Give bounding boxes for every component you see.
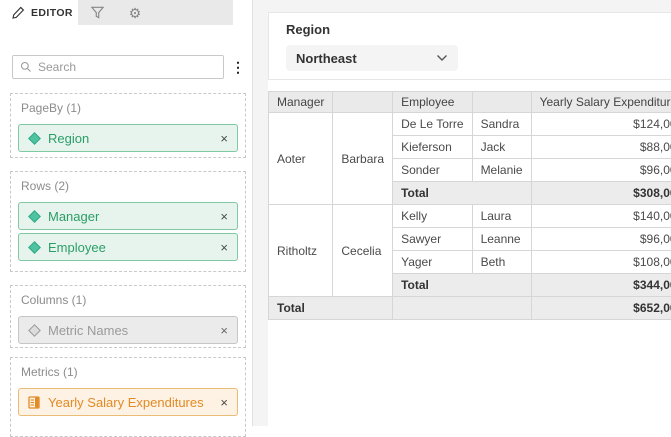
group-total-value: $344,000 <box>531 274 671 297</box>
metric-value-cell: $96,000 <box>531 228 671 251</box>
close-icon[interactable]: × <box>220 210 228 223</box>
header-metric[interactable]: Yearly Salary Expenditures <box>531 92 671 113</box>
panel-gutter <box>253 0 268 426</box>
chip-manager[interactable]: Manager × <box>18 202 238 230</box>
chip-manager-label: Manager <box>48 209 99 224</box>
editor-panel: EDITOR ⚙ ⋮ PageBy (1) Region × Rows (2) <box>0 0 253 426</box>
metric-value-cell: $140,000 <box>531 205 671 228</box>
group-total-label: Total <box>393 182 532 205</box>
attribute-diamond-icon <box>28 241 41 254</box>
header-manager[interactable]: Manager <box>269 92 333 113</box>
employee-last-cell: Sawyer <box>393 228 472 251</box>
header-employee[interactable]: Employee <box>393 92 472 113</box>
grand-total-row: Total $652,000 <box>269 297 671 320</box>
chip-region-label: Region <box>48 131 89 146</box>
group-total-value: $308,000 <box>531 182 671 205</box>
zone-pageby-title: PageBy (1) <box>21 101 238 115</box>
grid-row: Aoter Barbara De Le Torre Sandra $124,00… <box>269 113 671 136</box>
tab-settings[interactable]: ⚙ <box>116 0 154 25</box>
pencil-icon <box>12 6 25 19</box>
employee-last-cell: Sonder <box>393 159 472 182</box>
search-icon <box>20 61 32 73</box>
zone-columns: Columns (1) Metric Names × <box>10 285 246 348</box>
zone-rows: Rows (2) Manager × Employee × <box>10 171 246 272</box>
tab-editor[interactable]: EDITOR <box>0 0 78 25</box>
grand-total-spacer <box>393 297 532 320</box>
employee-last-cell: De Le Torre <box>393 113 472 136</box>
employee-first-cell: Leanne <box>472 228 531 251</box>
header-manager-first[interactable] <box>333 92 393 113</box>
employee-last-cell: Kelly <box>393 205 472 228</box>
group-total-label: Total <box>393 274 532 297</box>
tab-editor-label: EDITOR <box>31 7 73 19</box>
attribute-diamond-icon <box>28 210 41 223</box>
manager-last-cell: Aoter <box>269 113 333 205</box>
chip-metric-label: Yearly Salary Expenditures <box>48 395 204 410</box>
grand-total-value: $652,000 <box>531 297 671 320</box>
employee-first-cell: Laura <box>472 205 531 228</box>
metric-value-cell: $124,000 <box>531 113 671 136</box>
search-input[interactable] <box>38 60 216 74</box>
region-dropdown[interactable]: Northeast <box>286 45 458 71</box>
close-icon[interactable]: × <box>220 132 228 145</box>
metric-value-cell: $96,000 <box>531 159 671 182</box>
chevron-down-icon <box>436 54 448 62</box>
pageby-prompt-card: Region Northeast <box>268 12 671 80</box>
chip-metric-names[interactable]: Metric Names × <box>18 316 238 344</box>
grand-total-label: Total <box>269 297 393 320</box>
zone-columns-title: Columns (1) <box>21 293 238 307</box>
data-grid: Manager Employee Yearly Salary Expenditu… <box>268 91 671 320</box>
grid-header-row: Manager Employee Yearly Salary Expenditu… <box>269 92 671 113</box>
zone-pageby: PageBy (1) Region × <box>10 93 246 158</box>
employee-first-cell: Jack <box>472 136 531 159</box>
manager-last-cell: Ritholtz <box>269 205 333 297</box>
top-band <box>268 0 671 12</box>
employee-first-cell: Beth <box>472 251 531 274</box>
metric-value-cell: $108,000 <box>531 251 671 274</box>
funnel-icon <box>90 5 105 20</box>
metric-value-cell: $88,000 <box>531 136 671 159</box>
search-box[interactable] <box>12 55 224 79</box>
region-dropdown-value: Northeast <box>296 51 357 66</box>
chip-employee-label: Employee <box>48 240 106 255</box>
attribute-diamond-icon <box>28 132 41 145</box>
chip-region[interactable]: Region × <box>18 124 238 152</box>
more-options-icon[interactable]: ⋮ <box>230 55 246 79</box>
zone-metrics: Metrics (1) Yearly Salary Expenditures × <box>10 357 246 437</box>
metric-names-icon <box>28 324 41 337</box>
close-icon[interactable]: × <box>220 241 228 254</box>
employee-last-cell: Yager <box>393 251 472 274</box>
header-employee-first[interactable] <box>472 92 531 113</box>
gear-icon: ⚙ <box>129 6 142 20</box>
chip-yearly-salary-expenditures[interactable]: Yearly Salary Expenditures × <box>18 388 238 416</box>
employee-first-cell: Sandra <box>472 113 531 136</box>
chip-employee[interactable]: Employee × <box>18 233 238 261</box>
pageby-prompt-label: Region <box>286 22 330 37</box>
employee-last-cell: Kieferson <box>393 136 472 159</box>
chip-metric-names-label: Metric Names <box>48 323 128 338</box>
zone-rows-title: Rows (2) <box>21 179 238 193</box>
close-icon[interactable]: × <box>220 324 228 337</box>
manager-first-cell: Barbara <box>333 113 393 205</box>
grid-row: Ritholtz Cecelia Kelly Laura $140,000 <box>269 205 671 228</box>
metric-report-icon <box>28 396 40 409</box>
zone-metrics-title: Metrics (1) <box>21 365 238 379</box>
manager-first-cell: Cecelia <box>333 205 393 297</box>
employee-first-cell: Melanie <box>472 159 531 182</box>
tab-filter[interactable] <box>78 0 116 25</box>
panel-tabbar: EDITOR ⚙ <box>0 0 233 25</box>
close-icon[interactable]: × <box>220 396 228 409</box>
